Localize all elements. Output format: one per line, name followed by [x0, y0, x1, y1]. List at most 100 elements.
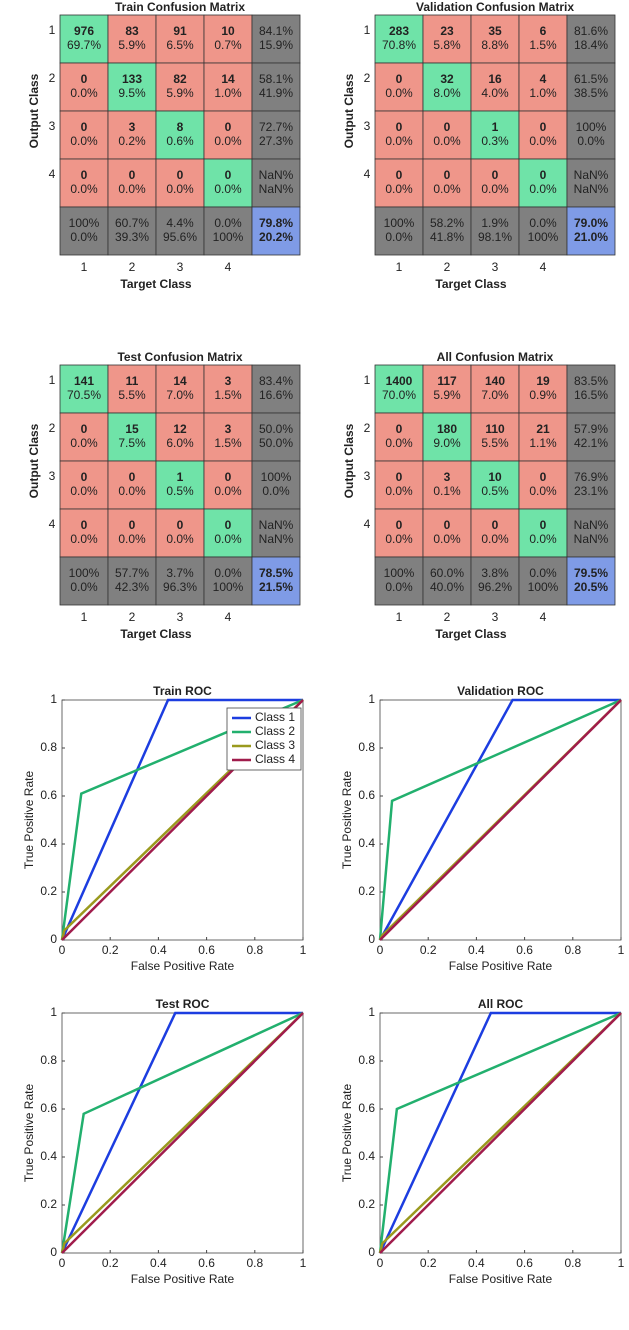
cell-value: 83.5% [574, 374, 608, 388]
cell-value: 0 [396, 470, 403, 484]
cell-value: 58.1% [259, 72, 293, 86]
row-label: 4 [364, 167, 371, 181]
x-tick-label: 0.4 [150, 943, 167, 957]
cell-percent: 7.0% [166, 388, 194, 402]
col-label: 2 [444, 610, 451, 624]
cell-percent: 0.1% [433, 484, 461, 498]
cell-percent: 1.5% [529, 38, 557, 52]
x-tick-label: 1 [300, 1256, 307, 1270]
cell-percent: 41.9% [259, 86, 293, 100]
cell-percent: 8.0% [433, 86, 461, 100]
cell-value: NaN% [259, 168, 294, 182]
matrix-title: Train Confusion Matrix [115, 0, 245, 14]
cell-value: 78.5% [259, 566, 293, 580]
cell-percent: 0.0% [70, 86, 98, 100]
cell-percent: 50.0% [259, 436, 293, 450]
y-tick-label: 1 [50, 692, 57, 706]
cell-percent: 0.3% [481, 134, 509, 148]
y-tick-label: 0 [50, 1245, 57, 1259]
cell-value: 6 [540, 24, 547, 38]
cell-percent: 100% [528, 580, 559, 594]
y-tick-label: 0.4 [40, 836, 57, 850]
cell-percent: 70.0% [382, 388, 416, 402]
cell-percent: 0.0% [385, 230, 413, 244]
cell-value: 4.4% [166, 216, 194, 230]
cell-percent: 5.9% [118, 38, 146, 52]
row-label: 3 [49, 119, 56, 133]
row-label: 2 [49, 421, 56, 435]
cell-value: 141 [74, 374, 94, 388]
y-tick-label: 0 [368, 1245, 375, 1259]
cell-value: 0 [540, 470, 547, 484]
x-axis-label: Target Class [435, 627, 506, 641]
col-label: 4 [225, 260, 232, 274]
cell-percent: 5.9% [433, 388, 461, 402]
cell-value: 57.9% [574, 422, 608, 436]
col-label: 1 [396, 260, 403, 274]
cell-value: 0 [225, 518, 232, 532]
row-label: 4 [49, 517, 56, 531]
cell-value: 0.0% [529, 216, 557, 230]
y-axis-label: Output Class [27, 73, 41, 148]
cell-percent: 0.0% [118, 484, 146, 498]
cell-value: NaN% [574, 168, 609, 182]
cell-value: 3 [129, 120, 136, 134]
cell-value: 1.9% [481, 216, 509, 230]
x-tick-label: 0.2 [102, 943, 119, 957]
cell-percent: 0.0% [70, 532, 98, 546]
y-tick-label: 0.8 [358, 740, 375, 754]
cell-percent: 0.7% [214, 38, 242, 52]
cell-percent: 41.8% [430, 230, 464, 244]
col-label: 2 [129, 260, 136, 274]
x-axis-label: False Positive Rate [131, 1272, 235, 1286]
cell-value: 1 [492, 120, 499, 134]
cell-percent: 0.0% [118, 532, 146, 546]
cell-value: 0 [177, 168, 184, 182]
cell-percent: 5.8% [433, 38, 461, 52]
x-axis-label: False Positive Rate [449, 959, 553, 973]
cell-value: 0 [225, 168, 232, 182]
y-tick-label: 1 [368, 1005, 375, 1019]
cell-value: 0 [540, 168, 547, 182]
x-axis-label: False Positive Rate [131, 959, 235, 973]
y-tick-label: 0.2 [40, 1197, 57, 1211]
x-tick-label: 0.4 [468, 943, 485, 957]
y-axis-label: True Positive Rate [340, 771, 354, 870]
x-axis-label: Target Class [120, 627, 191, 641]
cell-value: 76.9% [574, 470, 608, 484]
cell-percent: 0.0% [529, 182, 557, 196]
row-label: 4 [364, 517, 371, 531]
cell-value: 3 [444, 470, 451, 484]
row-label: 3 [364, 119, 371, 133]
cell-value: 0 [81, 470, 88, 484]
cell-percent: 5.9% [166, 86, 194, 100]
x-axis-label: False Positive Rate [449, 1272, 553, 1286]
y-tick-label: 0.6 [358, 788, 375, 802]
cell-percent: 0.0% [166, 182, 194, 196]
x-tick-label: 0.2 [420, 943, 437, 957]
x-tick-label: 0 [377, 943, 384, 957]
cell-percent: 0.0% [70, 230, 98, 244]
y-tick-label: 0.4 [358, 1149, 375, 1163]
cell-value: 91 [173, 24, 187, 38]
cell-percent: 1.0% [529, 86, 557, 100]
y-axis-label: True Positive Rate [340, 1084, 354, 1183]
cell-value: 0 [444, 518, 451, 532]
cell-value: 133 [122, 72, 142, 86]
cell-percent: 42.1% [574, 436, 608, 450]
y-axis-label: Output Class [342, 423, 356, 498]
x-tick-label: 0.8 [564, 943, 581, 957]
cell-value: 110 [485, 422, 505, 436]
cell-percent: 0.0% [577, 134, 605, 148]
cell-value: 4 [540, 72, 547, 86]
cell-percent: 0.0% [481, 532, 509, 546]
col-label: 1 [81, 610, 88, 624]
cell-percent: NaN% [259, 182, 294, 196]
cell-percent: 8.8% [481, 38, 509, 52]
cell-percent: 1.1% [529, 436, 557, 450]
cell-value: 3 [225, 422, 232, 436]
cell-value: 72.7% [259, 120, 293, 134]
cell-value: 35 [488, 24, 502, 38]
cell-percent: 0.0% [70, 580, 98, 594]
cell-percent: 0.0% [262, 484, 290, 498]
